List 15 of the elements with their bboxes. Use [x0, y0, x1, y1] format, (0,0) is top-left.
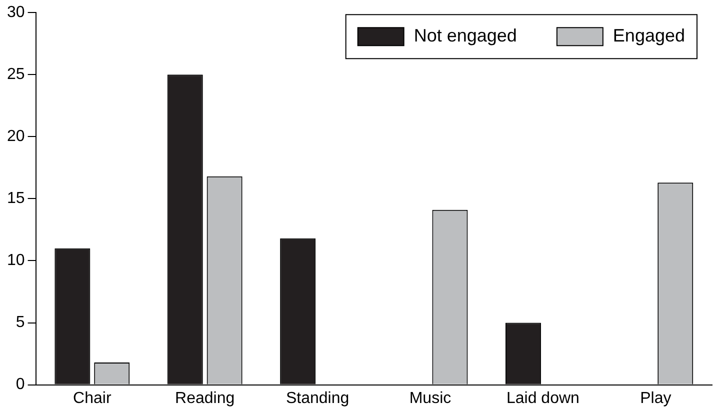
legend-label: Not engaged: [414, 26, 517, 46]
y-tick-label: 15: [7, 190, 25, 208]
x-tick-label: Music: [409, 390, 452, 407]
y-tick-label: 25: [7, 66, 25, 84]
y-tick-label: 20: [7, 128, 25, 146]
x-tick-label: Play: [640, 390, 672, 407]
x-tick-label: Reading: [175, 390, 235, 407]
y-tick-label: 10: [7, 252, 25, 270]
y-tick-label: 5: [16, 314, 25, 332]
legend-label: Engaged: [612, 26, 686, 46]
y-tick-label: 30: [7, 4, 25, 22]
x-tick-label: Standing: [286, 390, 350, 407]
x-tick-label: Chair: [73, 390, 112, 407]
y-tick-label: 0: [16, 376, 25, 394]
x-tick-label: Laid down: [506, 390, 580, 407]
